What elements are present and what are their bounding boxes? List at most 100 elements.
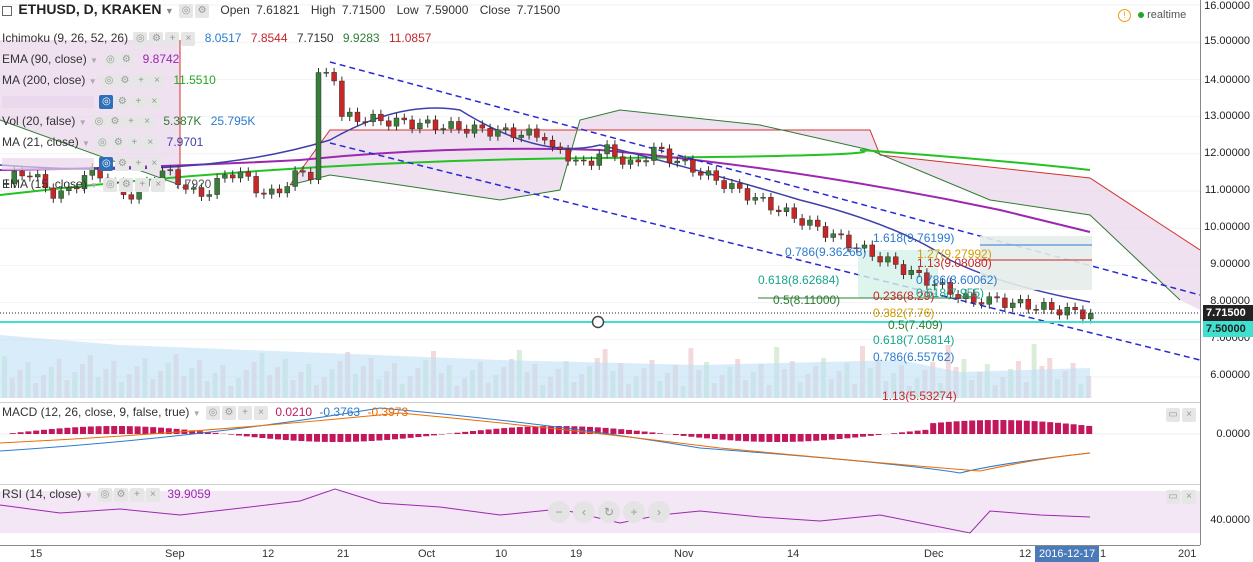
clock-icon[interactable]: !: [1118, 9, 1131, 22]
legend-hidden-indicator[interactable]: ◎⚙+×: [2, 92, 161, 110]
macd-histogram-bar: [993, 420, 999, 434]
indicator-label[interactable]: MA (21, close): [2, 135, 79, 149]
add-icon[interactable]: +: [124, 115, 138, 129]
eye-icon[interactable]: ◎: [103, 53, 117, 67]
close-icon[interactable]: ×: [146, 488, 160, 502]
settings-icon[interactable]: ⚙: [195, 4, 209, 18]
pane-controls[interactable]: ▭×: [1164, 407, 1196, 422]
price-axis-label: 11.00000: [1205, 184, 1250, 196]
settings-icon[interactable]: ⚙: [118, 74, 132, 88]
eye-icon[interactable]: ◎: [133, 32, 147, 46]
close-pane-icon[interactable]: ×: [1182, 408, 1196, 422]
dropdown-arrow-icon[interactable]: ▼: [165, 6, 174, 16]
add-icon[interactable]: +: [238, 406, 252, 420]
rsi-pane[interactable]: RSI (14, close) ▼ ◎⚙+× 39.9059 ▭× −‹↻+›: [0, 484, 1200, 544]
indicator-label[interactable]: MA (200, close): [2, 73, 85, 87]
indicator-label[interactable]: Ichimoku (9, 26, 52, 26): [2, 31, 128, 45]
dropdown-arrow-icon[interactable]: ▼: [90, 181, 98, 190]
scroll-left-icon[interactable]: ‹: [573, 501, 595, 523]
settings-icon[interactable]: ⚙: [222, 406, 236, 420]
indicator-label[interactable]: Vol (20, false): [2, 114, 75, 128]
price-axis[interactable]: 16.00000 15.00000 14.00000 13.00000 12.0…: [1200, 0, 1253, 545]
eye-icon[interactable]: ◎: [99, 95, 113, 109]
add-icon[interactable]: +: [165, 32, 179, 46]
eye-icon[interactable]: ◎: [99, 157, 113, 171]
eye-icon[interactable]: ◎: [92, 115, 106, 129]
price-chart[interactable]: [0, 0, 1200, 400]
scroll-right-icon[interactable]: ›: [648, 501, 670, 523]
add-icon[interactable]: +: [127, 136, 141, 150]
macd-histogram-bar: [174, 429, 180, 434]
macd-legend[interactable]: MACD (12, 26, close, 9, false, true) ▼ ◎…: [2, 405, 408, 420]
eye-icon[interactable]: ◎: [206, 406, 220, 420]
legend-ma200[interactable]: MA (200, close) ▼ ◎⚙+× 11.5510: [2, 71, 216, 89]
close-icon[interactable]: ×: [151, 178, 165, 192]
time-axis[interactable]: 15 Sep 12 21 Oct 10 19 Nov 14 Dec 12 1 2…: [0, 545, 1200, 561]
close-icon[interactable]: ×: [147, 95, 161, 109]
dropdown-arrow-icon[interactable]: ▼: [89, 77, 97, 86]
add-icon[interactable]: +: [135, 178, 149, 192]
dropdown-arrow-icon[interactable]: ▼: [90, 56, 98, 65]
eye-icon[interactable]: ◎: [179, 4, 193, 18]
eye-icon[interactable]: ◎: [103, 178, 117, 192]
close-icon[interactable]: ×: [147, 157, 161, 171]
eye-icon[interactable]: ◎: [98, 488, 112, 502]
navigation-controls[interactable]: −‹↻+›: [548, 501, 670, 523]
close-pane-icon[interactable]: ×: [1182, 490, 1196, 504]
close-icon[interactable]: ×: [254, 406, 268, 420]
add-icon[interactable]: +: [131, 95, 145, 109]
settings-icon[interactable]: ⚙: [119, 178, 133, 192]
settings-icon[interactable]: ⚙: [114, 488, 128, 502]
settings-icon[interactable]: ⚙: [115, 157, 129, 171]
legend-hidden-indicator-2[interactable]: ◎⚙+×: [2, 154, 161, 172]
macd-histogram-bar: [610, 428, 616, 434]
rsi-legend[interactable]: RSI (14, close) ▼ ◎⚙+× 39.9059: [2, 487, 211, 502]
eye-icon[interactable]: ◎: [102, 74, 116, 88]
eye-icon[interactable]: ◎: [95, 136, 109, 150]
indicator-label[interactable]: EMA (90, close): [2, 52, 87, 66]
hidden-label-placeholder[interactable]: [2, 96, 94, 108]
macd-histogram-bar: [805, 434, 811, 441]
dropdown-arrow-icon[interactable]: ▼: [193, 409, 201, 418]
indicator-label[interactable]: EMA (15, close): [2, 177, 87, 191]
settings-icon[interactable]: ⚙: [108, 115, 122, 129]
macd-histogram-bar: [876, 434, 882, 435]
legend-ma21[interactable]: MA (21, close) ▼ ◎⚙+× 7.9701: [2, 133, 203, 151]
close-icon[interactable]: ×: [143, 136, 157, 150]
legend-ema15[interactable]: EMA (15, close) ▼ ◎⚙+× 7.7920: [2, 175, 211, 193]
reset-icon[interactable]: ↻: [598, 501, 620, 523]
legend-ema90[interactable]: EMA (90, close) ▼ ◎⚙ 9.8742: [2, 50, 179, 68]
pane-controls[interactable]: ▭×: [1164, 489, 1196, 504]
settings-icon[interactable]: ⚙: [115, 95, 129, 109]
add-icon[interactable]: +: [134, 74, 148, 88]
zoom-out-icon[interactable]: −: [548, 501, 570, 523]
close-icon[interactable]: ×: [140, 115, 154, 129]
rsi-label[interactable]: RSI (14, close): [2, 487, 81, 501]
dropdown-arrow-icon[interactable]: ▼: [82, 139, 90, 148]
close-icon[interactable]: ×: [150, 74, 164, 88]
macd-histogram-bar: [330, 434, 336, 442]
maximize-icon[interactable]: ▭: [1166, 490, 1180, 504]
settings-icon[interactable]: ⚙: [111, 136, 125, 150]
add-icon[interactable]: +: [130, 488, 144, 502]
symbol-title[interactable]: ETHUSD, D, KRAKEN: [18, 1, 161, 17]
price-pane[interactable]: ETHUSD, D, KRAKEN ▼ ◎⚙ Open 7.61821 High…: [0, 0, 1200, 400]
collapse-icon[interactable]: [2, 6, 12, 16]
macd-pane[interactable]: MACD (12, 26, close, 9, false, true) ▼ ◎…: [0, 402, 1200, 482]
macd-label[interactable]: MACD (12, 26, close, 9, false, true): [2, 405, 189, 419]
hidden-label-placeholder[interactable]: [2, 158, 94, 170]
legend-volume[interactable]: Vol (20, false) ▼ ◎⚙+× 5.387K 25.795K: [2, 112, 255, 130]
maximize-icon[interactable]: ▭: [1166, 408, 1180, 422]
candle-body: [761, 197, 766, 198]
macd-histogram-bar: [283, 434, 289, 440]
close-icon[interactable]: ×: [181, 32, 195, 46]
settings-icon[interactable]: ⚙: [149, 32, 163, 46]
dropdown-arrow-icon[interactable]: ▼: [85, 491, 93, 500]
legend-ichimoku[interactable]: Ichimoku (9, 26, 52, 26) ◎⚙+× 8.0517 7.8…: [2, 29, 431, 47]
add-icon[interactable]: +: [131, 157, 145, 171]
close-label: Close: [480, 3, 511, 17]
realtime-indicator[interactable]: ! realtime: [1118, 9, 1186, 22]
settings-icon[interactable]: ⚙: [119, 53, 133, 67]
zoom-in-icon[interactable]: +: [623, 501, 645, 523]
dropdown-arrow-icon[interactable]: ▼: [79, 118, 87, 127]
